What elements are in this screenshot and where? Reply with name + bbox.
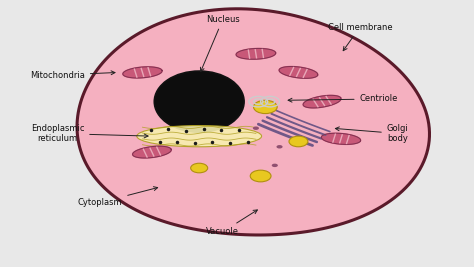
Polygon shape xyxy=(77,9,429,235)
Text: Vacuole: Vacuole xyxy=(206,210,257,236)
Polygon shape xyxy=(279,66,318,78)
Ellipse shape xyxy=(276,145,283,148)
Ellipse shape xyxy=(253,127,259,130)
Text: Centriole: Centriole xyxy=(288,95,398,104)
Polygon shape xyxy=(303,95,341,108)
Polygon shape xyxy=(236,48,276,59)
Text: Endoplasmic
reticulum: Endoplasmic reticulum xyxy=(31,124,148,143)
Text: Golgi
body: Golgi body xyxy=(336,124,409,143)
Ellipse shape xyxy=(191,163,208,173)
Text: Mitochondria: Mitochondria xyxy=(30,70,115,80)
Ellipse shape xyxy=(272,164,278,167)
Polygon shape xyxy=(133,146,171,158)
Ellipse shape xyxy=(137,125,262,147)
Ellipse shape xyxy=(289,136,308,147)
Text: Cell membrane: Cell membrane xyxy=(328,23,392,51)
Ellipse shape xyxy=(254,100,277,113)
Polygon shape xyxy=(123,67,162,78)
Ellipse shape xyxy=(155,71,244,132)
Ellipse shape xyxy=(250,170,271,182)
Text: Cytoplasm: Cytoplasm xyxy=(78,187,158,207)
Polygon shape xyxy=(321,133,361,144)
Text: Nucleus: Nucleus xyxy=(201,15,240,72)
